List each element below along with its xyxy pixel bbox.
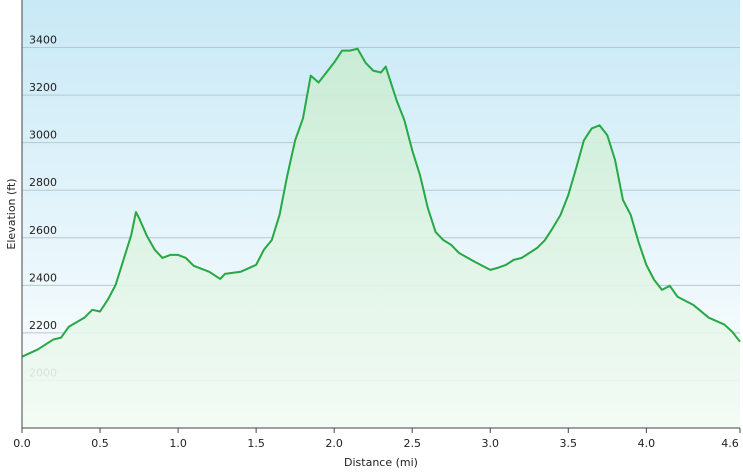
y-tick-label: 2400 xyxy=(29,271,57,284)
x-tick-label: 4.0 xyxy=(638,437,656,450)
area-fill xyxy=(22,48,740,428)
y-tick-label: 2800 xyxy=(29,176,57,189)
y-tick-label: 2200 xyxy=(29,319,57,332)
x-tick-label: 1.5 xyxy=(247,437,265,450)
y-tick-label: 3000 xyxy=(29,129,57,142)
y-axis-label: Elevation (ft) xyxy=(5,178,18,249)
x-tick-label: 2.5 xyxy=(403,437,421,450)
y-tick-label: 3200 xyxy=(29,81,57,94)
elevation-line xyxy=(21,47,741,358)
x-tick-label: 3.5 xyxy=(560,437,578,450)
x-tick-label: 3.0 xyxy=(482,437,500,450)
y-tick-label: 2600 xyxy=(29,224,57,237)
x-tick-label: 2.0 xyxy=(325,437,343,450)
x-axis-label: Distance (mi) xyxy=(344,456,418,469)
x-tick-label: 1.0 xyxy=(169,437,187,450)
x-tick-label: 0.0 xyxy=(13,437,31,450)
x-tick-label: 4.6 xyxy=(721,437,739,450)
y-tick-label: 3400 xyxy=(29,34,57,47)
x-tick-label: 0.5 xyxy=(91,437,109,450)
